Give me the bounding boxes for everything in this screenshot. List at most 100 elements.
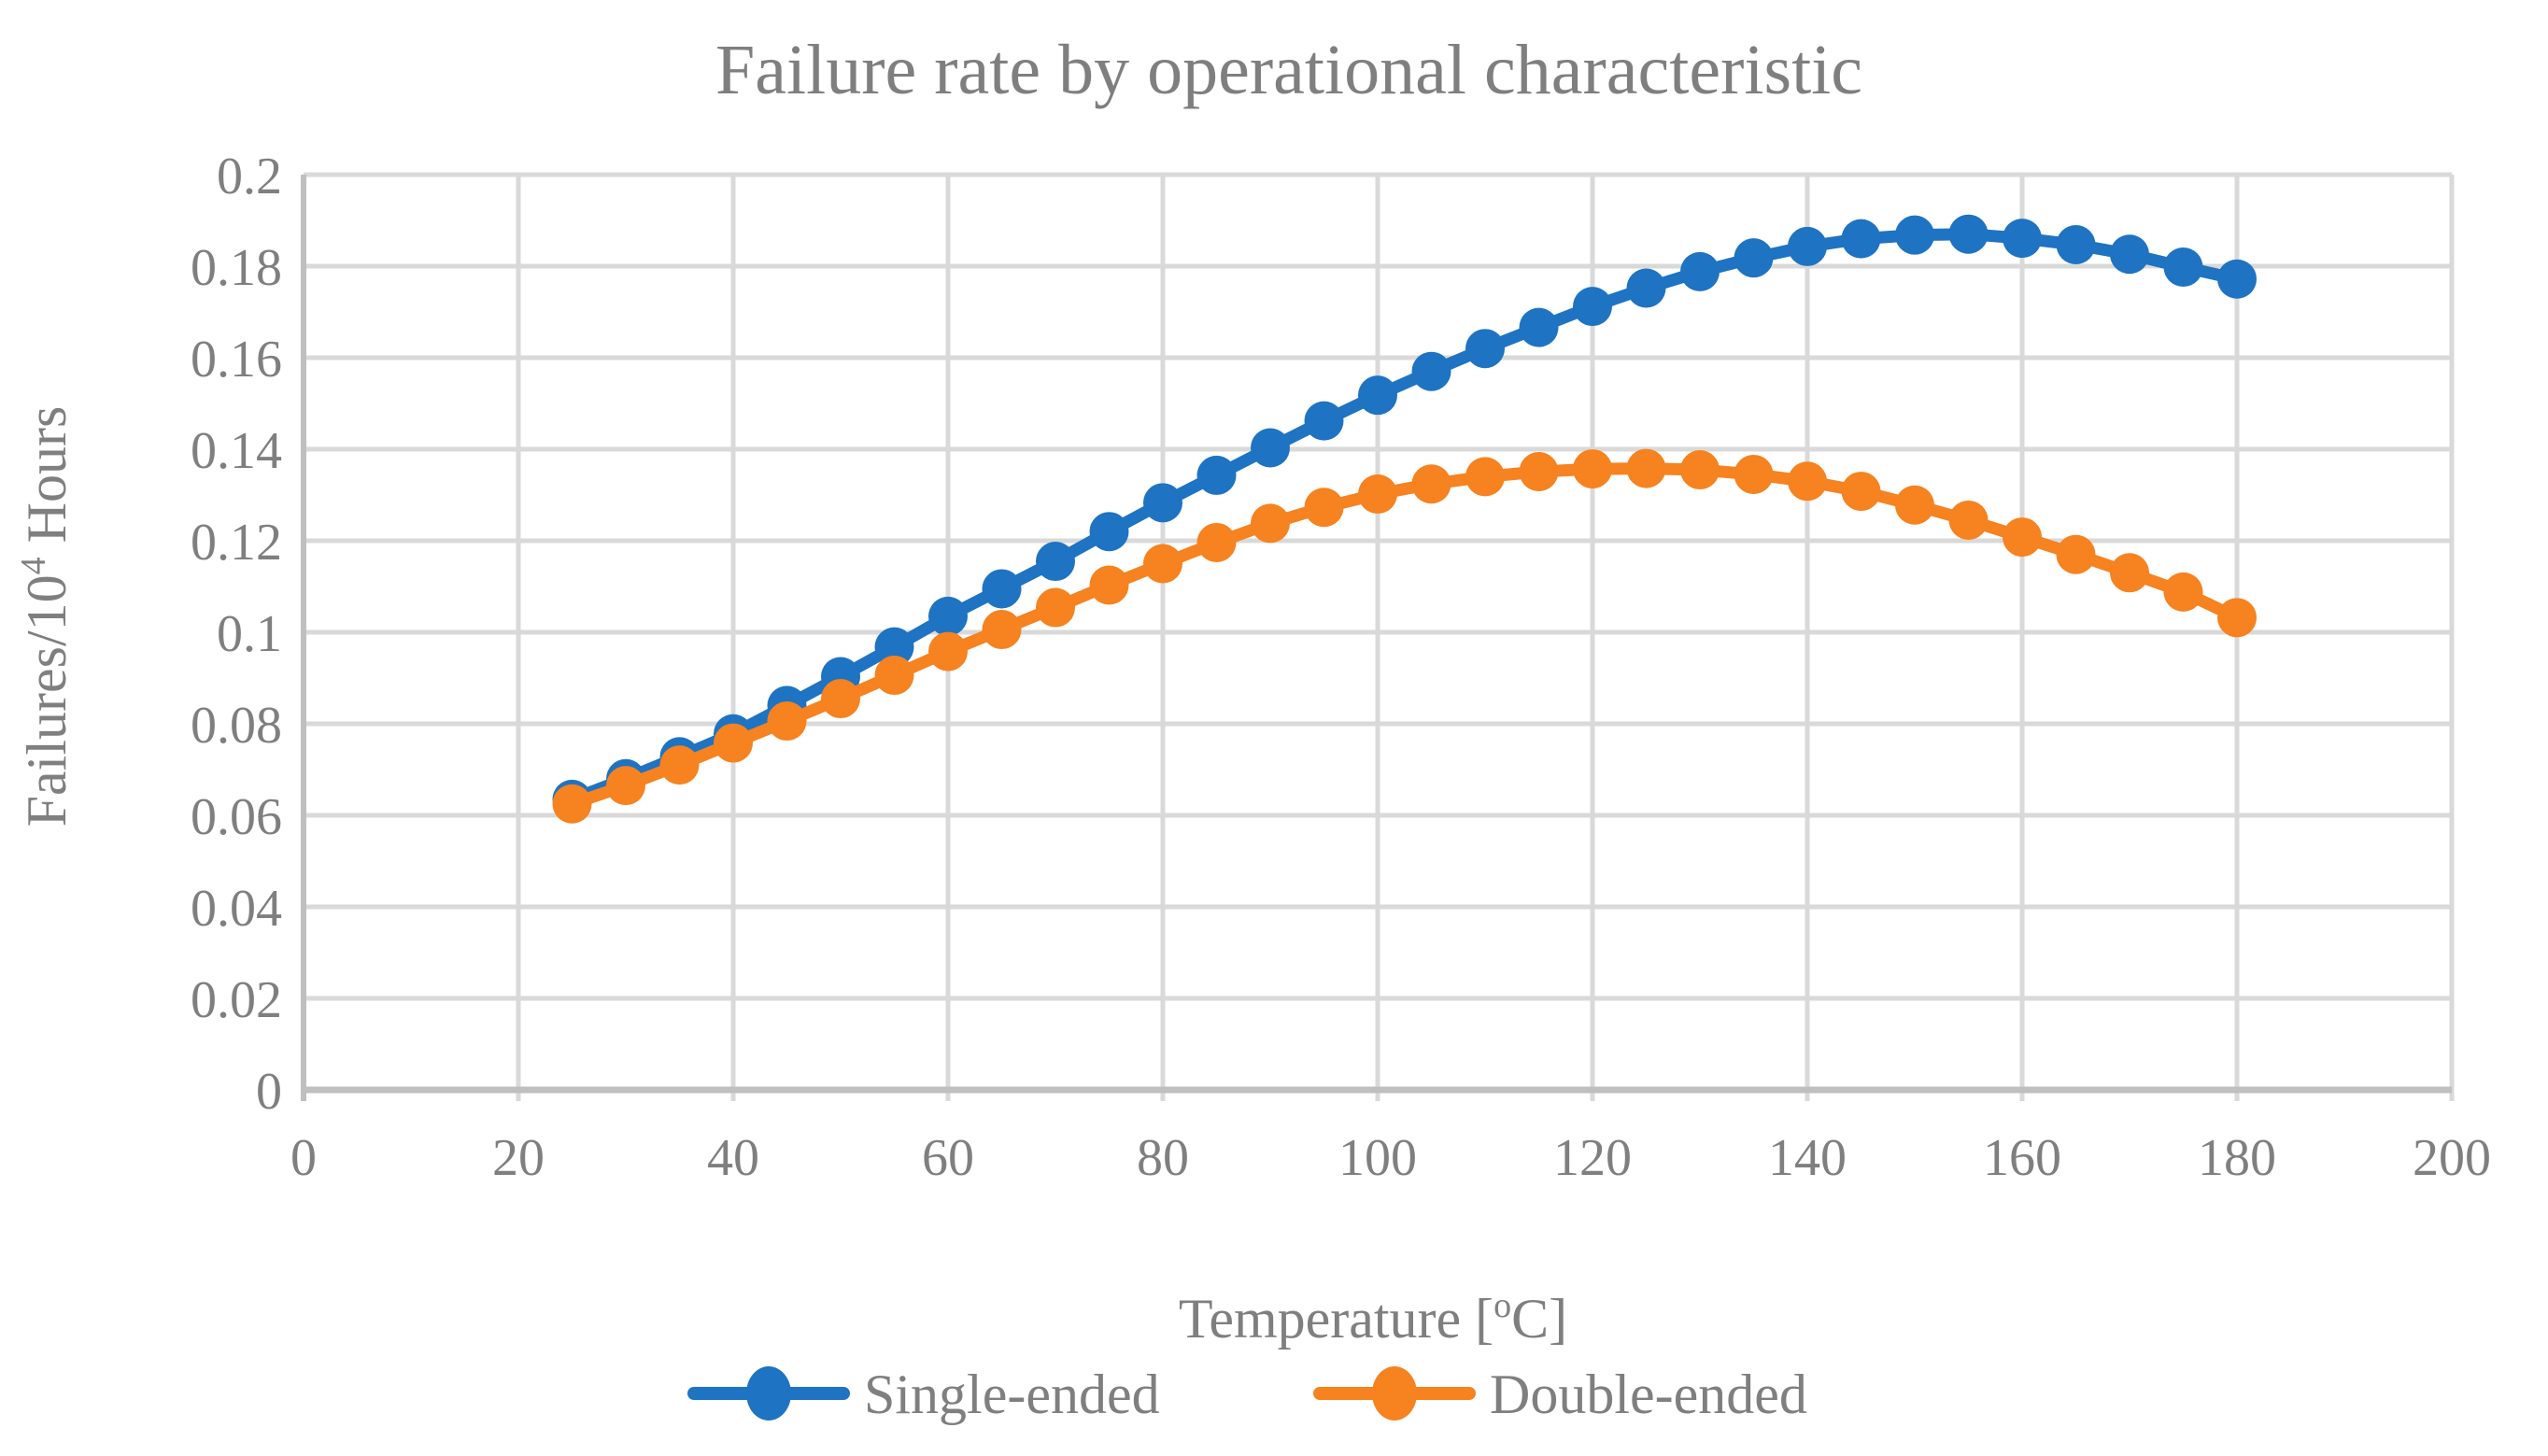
data-point-marker — [1411, 464, 1451, 504]
single-ended-legend-label: Single-ended — [864, 1364, 1160, 1425]
x-tick-label: 40 — [707, 1129, 759, 1187]
x-axis-title-rest: C] — [1511, 1288, 1567, 1350]
y-axis-title-rest: Hours — [16, 406, 78, 558]
x-tick-label: 180 — [2198, 1129, 2276, 1187]
data-point-marker — [1089, 512, 1129, 552]
data-point-marker — [1304, 401, 1344, 441]
data-point-marker — [2163, 247, 2203, 287]
y-axis-title: Failures/104 Hours — [14, 406, 78, 827]
series-single-ended — [552, 214, 2257, 819]
y-tick-label: 0.18 — [191, 239, 282, 297]
x-axis-title: Temperature [oC] — [1179, 1286, 1567, 1350]
x-tick-label: 120 — [1553, 1129, 1632, 1187]
data-point-marker — [2003, 517, 2042, 558]
legend-item-single-ended: Single-ended — [687, 1364, 1160, 1425]
data-point-marker — [714, 723, 753, 763]
legend-item-double-ended: Double-ended — [1313, 1364, 1807, 1425]
data-point-marker — [1465, 457, 1505, 497]
data-point-marker — [1841, 472, 1881, 512]
data-point-marker — [1734, 238, 1774, 278]
data-point-marker — [2110, 234, 2149, 275]
data-point-marker — [1626, 448, 1666, 488]
y-tick-label: 0.14 — [191, 422, 282, 480]
data-point-marker — [1036, 542, 1075, 582]
data-point-marker — [1196, 522, 1237, 562]
legend: Single-ended Double-ended — [687, 1364, 1807, 1425]
x-tick-label: 60 — [922, 1129, 974, 1187]
data-point-marker — [1680, 450, 1720, 490]
y-tick-label: 0.16 — [191, 331, 282, 389]
data-point-marker — [2056, 224, 2096, 264]
tick-label-layer: 0 20 40 60 80 100 120 140 160 180 200 0 0.02 0.04 0.06… — [191, 148, 2491, 1187]
x-tick-label: 100 — [1338, 1129, 1417, 1187]
data-point-marker — [1465, 329, 1505, 369]
data-point-marker — [928, 596, 968, 636]
data-point-marker — [767, 701, 807, 742]
data-point-marker — [874, 627, 914, 667]
data-point-marker — [1680, 251, 1720, 291]
data-point-marker — [1895, 215, 1934, 255]
data-point-marker — [928, 631, 968, 671]
data-point-marker — [1841, 219, 1881, 259]
data-point-marker — [2163, 572, 2203, 612]
data-point-marker — [1358, 474, 1397, 515]
x-tick-label: 80 — [1137, 1129, 1189, 1187]
data-point-marker — [1411, 351, 1451, 391]
data-point-marker — [1519, 307, 1559, 347]
data-point-marker — [606, 766, 645, 806]
x-axis-title-base: Temperature [ — [1179, 1288, 1493, 1350]
data-point-marker — [1143, 544, 1182, 584]
y-tick-label: 0.02 — [191, 971, 282, 1029]
data-point-marker — [2217, 259, 2257, 299]
x-axis-title-superscript: o — [1493, 1286, 1511, 1325]
data-point-marker — [1788, 461, 1827, 502]
data-point-marker — [1948, 214, 1989, 254]
data-point-marker — [1251, 503, 1290, 544]
y-tick-label: 0 — [256, 1063, 282, 1121]
data-point-marker — [821, 679, 860, 719]
grid-layer — [304, 172, 2455, 1101]
data-point-marker — [1143, 483, 1182, 523]
data-point-marker — [2056, 534, 2096, 574]
single-ended-legend-marker — [746, 1366, 791, 1421]
data-point-marker — [1895, 485, 1934, 525]
data-point-marker — [982, 569, 1022, 609]
data-point-marker — [2110, 553, 2149, 593]
data-point-marker — [1734, 454, 1774, 494]
y-tick-label: 0.06 — [191, 788, 282, 846]
y-tick-label: 0.1 — [217, 605, 282, 663]
axis-layer — [301, 175, 2452, 1101]
data-point-marker — [1251, 428, 1290, 468]
y-axis-title-superscript: 4 — [14, 557, 53, 574]
data-point-marker — [982, 610, 1022, 650]
x-tick-label: 0 — [290, 1129, 317, 1187]
data-point-marker — [1196, 455, 1237, 495]
series-layer — [552, 214, 2257, 824]
data-point-marker — [1948, 500, 1989, 540]
data-point-marker — [1626, 268, 1666, 308]
chart-title: Failure rate by operational characterist… — [715, 31, 1862, 109]
double-ended-legend-marker — [1372, 1366, 1417, 1421]
y-tick-label: 0.04 — [191, 880, 282, 938]
x-tick-label: 160 — [1983, 1129, 2061, 1187]
double-ended-legend-label: Double-ended — [1490, 1364, 1807, 1425]
data-point-marker — [1573, 287, 1612, 327]
y-tick-label: 0.2 — [217, 148, 282, 205]
data-point-marker — [1519, 452, 1559, 492]
y-tick-label: 0.12 — [191, 514, 282, 572]
series-double-ended — [552, 448, 2257, 824]
data-point-marker — [1358, 375, 1397, 416]
data-point-marker — [1304, 488, 1344, 528]
data-point-marker — [1788, 226, 1827, 266]
x-tick-label: 200 — [2413, 1129, 2491, 1187]
data-point-marker — [874, 656, 914, 696]
data-point-marker — [2217, 598, 2257, 638]
x-tick-label: 20 — [492, 1129, 545, 1187]
y-axis-title-base: Failures/10 — [16, 574, 78, 827]
data-point-marker — [1089, 565, 1129, 605]
data-point-marker — [2003, 219, 2042, 259]
data-point-marker — [1573, 449, 1612, 489]
y-tick-label: 0.08 — [191, 697, 282, 755]
